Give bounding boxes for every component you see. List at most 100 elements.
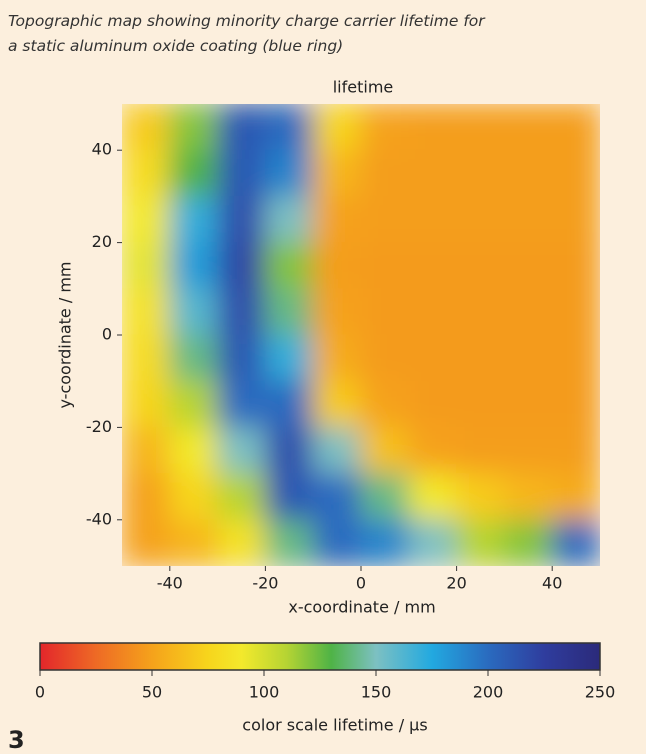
heatmap-cell xyxy=(408,288,458,336)
heatmap-cell xyxy=(360,288,410,336)
heatmap-cell xyxy=(456,288,505,336)
heatmap-cell xyxy=(503,473,553,521)
heatmap-cell xyxy=(264,473,314,521)
heatmap-cell xyxy=(122,104,171,151)
heatmap-cell xyxy=(264,288,314,336)
heatmap-cell xyxy=(169,519,219,566)
heatmap-cell xyxy=(217,473,266,521)
heatmap-cell xyxy=(551,195,600,244)
heatmap-cell xyxy=(551,380,600,428)
heatmap-cell xyxy=(217,288,266,336)
figure-number: 3 xyxy=(8,726,25,754)
y-tick-label: 40 xyxy=(92,140,112,159)
heatmap-cell xyxy=(217,426,266,475)
heatmap-cell xyxy=(264,242,314,290)
heatmap-cell xyxy=(264,334,314,382)
heatmap-cell xyxy=(408,104,458,151)
colorbar-tick-label: 100 xyxy=(249,683,280,702)
heatmap-cell xyxy=(360,195,410,244)
heatmap-cell xyxy=(360,334,410,382)
heatmap-cell xyxy=(360,242,410,290)
heatmap-cell xyxy=(456,473,505,521)
heatmap-cell xyxy=(122,380,171,428)
heatmap-cell xyxy=(217,195,266,244)
heatmap-cell xyxy=(551,473,600,521)
heatmap-cell xyxy=(360,473,410,521)
heatmap xyxy=(122,104,600,566)
heatmap-cell xyxy=(312,426,362,475)
heatmap-cell xyxy=(408,519,458,566)
heatmap-cell xyxy=(217,242,266,290)
heatmap-cell xyxy=(456,242,505,290)
heatmap-cell xyxy=(264,426,314,475)
colorbar-tick-label: 150 xyxy=(361,683,392,702)
heatmap-cell xyxy=(456,519,505,566)
heatmap-cell xyxy=(551,288,600,336)
heatmap-cell xyxy=(503,149,553,197)
heatmap-cell xyxy=(360,104,410,151)
caption-line: a static aluminum oxide coating (blue ri… xyxy=(8,37,343,55)
heatmap-cell xyxy=(312,242,362,290)
heatmap-cell xyxy=(503,426,553,475)
heatmap-cell xyxy=(264,104,314,151)
heatmap-cell xyxy=(456,104,505,151)
heatmap-cell xyxy=(456,195,505,244)
heatmap-cell xyxy=(169,426,219,475)
heatmap-cell xyxy=(122,426,171,475)
heatmap-cell xyxy=(217,380,266,428)
heatmap-cell xyxy=(312,104,362,151)
heatmap-cell xyxy=(122,149,171,197)
heatmap-cell xyxy=(169,380,219,428)
heatmap-cell xyxy=(503,104,553,151)
heatmap-cell xyxy=(408,149,458,197)
heatmap-cell xyxy=(456,334,505,382)
y-tick-label: 0 xyxy=(102,325,112,344)
x-tick-label: -40 xyxy=(157,574,183,593)
heatmap-cell xyxy=(408,426,458,475)
heatmap-cell xyxy=(169,242,219,290)
heatmap-cell xyxy=(312,334,362,382)
heatmap-cell xyxy=(551,149,600,197)
heatmap-cell xyxy=(122,519,171,566)
heatmap-cell xyxy=(122,288,171,336)
x-tick-label: 40 xyxy=(542,574,562,593)
heatmap-cell xyxy=(169,149,219,197)
heatmap-cell xyxy=(217,519,266,566)
heatmap-cell xyxy=(503,519,553,566)
heatmap-cell xyxy=(264,195,314,244)
heatmap-cell xyxy=(360,149,410,197)
heatmap-cell xyxy=(169,473,219,521)
heatmap-cell xyxy=(551,334,600,382)
heatmap-cell xyxy=(169,288,219,336)
x-tick-label: -20 xyxy=(252,574,278,593)
heatmap-cell xyxy=(312,149,362,197)
heatmap-cell xyxy=(312,380,362,428)
heatmap-cell xyxy=(360,519,410,566)
heatmap-cell xyxy=(217,149,266,197)
heatmap-cell xyxy=(503,288,553,336)
heatmap-cell xyxy=(122,334,171,382)
x-tick-label: 0 xyxy=(356,574,366,593)
heatmap-cell xyxy=(456,380,505,428)
heatmap-cell xyxy=(503,195,553,244)
heatmap-cell xyxy=(408,242,458,290)
heatmap-cell xyxy=(503,242,553,290)
heatmap-cell xyxy=(312,519,362,566)
heatmap-cell xyxy=(456,149,505,197)
y-tick-label: -40 xyxy=(86,509,112,528)
x-axis-label: x-coordinate / mm xyxy=(288,598,435,617)
heatmap-cell xyxy=(217,104,266,151)
heatmap-cell xyxy=(408,473,458,521)
heatmap-cell xyxy=(408,380,458,428)
heatmap-cell xyxy=(503,334,553,382)
heatmap-cell xyxy=(169,104,219,151)
heatmap-cell xyxy=(264,519,314,566)
colorbar-tick-label: 250 xyxy=(585,683,616,702)
y-tick-label: -20 xyxy=(86,417,112,436)
caption-line: Topographic map showing minority charge … xyxy=(8,12,486,30)
heatmap-cell xyxy=(264,380,314,428)
heatmap-cell xyxy=(217,334,266,382)
heatmap-cell xyxy=(312,195,362,244)
chart-title: lifetime xyxy=(333,78,394,97)
